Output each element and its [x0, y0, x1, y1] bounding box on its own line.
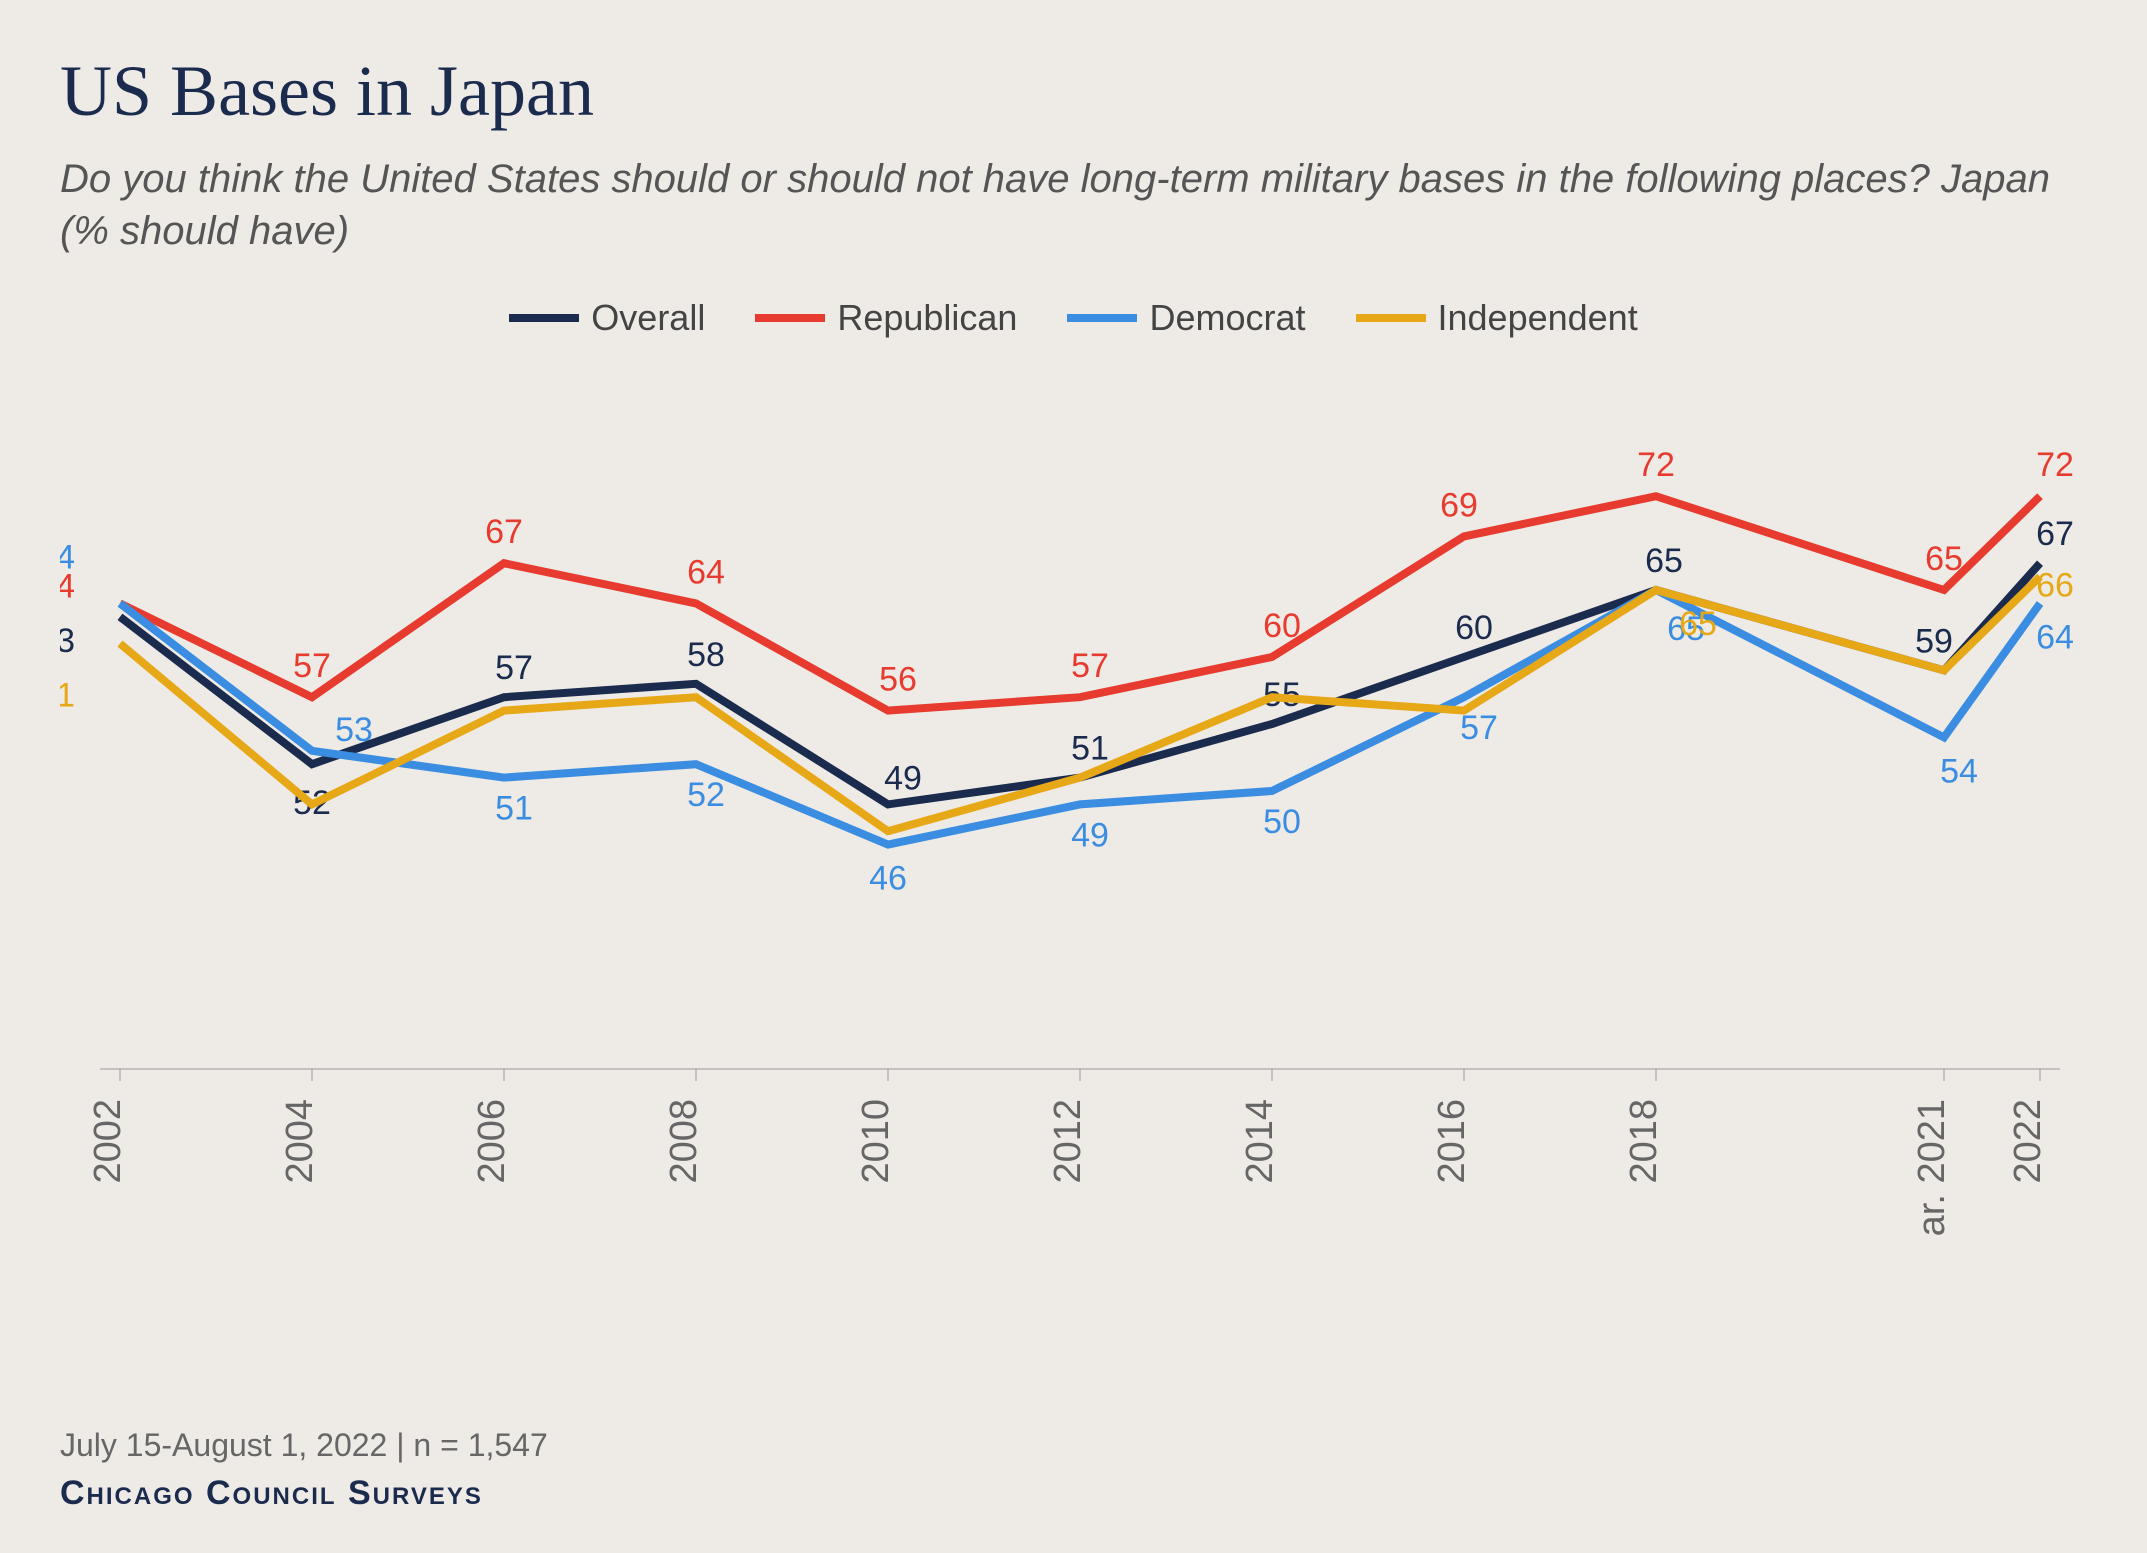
chart-footer: July 15-August 1, 2022 | n = 1,547 Chica…: [60, 1427, 548, 1513]
svg-text:72: 72: [2036, 446, 2074, 484]
svg-text:2018: 2018: [1623, 1099, 1665, 1184]
svg-text:57: 57: [293, 647, 331, 685]
svg-text:51: 51: [495, 790, 533, 828]
svg-text:2010: 2010: [855, 1099, 897, 1184]
svg-text:2014: 2014: [1239, 1099, 1281, 1184]
legend-item: Independent: [1356, 297, 1638, 339]
svg-text:65: 65: [1679, 605, 1717, 643]
svg-text:56: 56: [879, 661, 917, 699]
svg-text:72: 72: [1637, 446, 1675, 484]
legend-label: Republican: [837, 297, 1017, 339]
svg-text:65: 65: [1645, 542, 1683, 580]
svg-text:57: 57: [1071, 647, 1109, 685]
footer-source: Chicago Council Surveys: [60, 1474, 548, 1513]
svg-text:50: 50: [1263, 803, 1301, 841]
legend-item: Republican: [755, 297, 1017, 339]
svg-text:64: 64: [60, 538, 75, 576]
svg-text:54: 54: [1940, 752, 1978, 790]
svg-text:64: 64: [687, 553, 725, 591]
svg-text:2012: 2012: [1047, 1099, 1089, 1184]
svg-text:46: 46: [869, 860, 907, 898]
svg-text:53: 53: [335, 711, 373, 749]
footer-meta: July 15-August 1, 2022 | n = 1,547: [60, 1427, 548, 1464]
svg-text:2006: 2006: [471, 1099, 513, 1184]
svg-text:63: 63: [60, 622, 75, 660]
svg-text:2004: 2004: [279, 1099, 321, 1184]
svg-text:52: 52: [687, 776, 725, 814]
legend-swatch: [509, 314, 579, 322]
legend-label: Independent: [1438, 297, 1638, 339]
legend-item: Overall: [509, 297, 705, 339]
svg-text:57: 57: [1460, 709, 1498, 747]
svg-text:67: 67: [485, 513, 523, 551]
svg-text:2002: 2002: [87, 1099, 129, 1184]
svg-text:58: 58: [687, 636, 725, 674]
svg-text:49: 49: [1071, 816, 1109, 854]
chart-plot-area: 2002 2004 2006 2008 2010 2012 2014 2016 2018 Mar.…: [60, 359, 2087, 1239]
legend: Overall Republican Democrat Independent: [60, 297, 2087, 339]
svg-text:60: 60: [1263, 607, 1301, 645]
svg-text:64: 64: [2036, 618, 2074, 656]
svg-text:2016: 2016: [1431, 1099, 1473, 1184]
line-chart-svg: 2002 2004 2006 2008 2010 2012 2014 2016 2018 Mar.…: [60, 359, 2087, 1239]
svg-text:69: 69: [1440, 486, 1478, 524]
chart-subtitle: Do you think the United States should or…: [60, 153, 2087, 257]
svg-text:Mar. 2021: Mar. 2021: [1911, 1099, 1953, 1239]
chart-title: US Bases in Japan: [60, 50, 2087, 133]
legend-label: Overall: [591, 297, 705, 339]
legend-item: Democrat: [1067, 297, 1305, 339]
svg-text:57: 57: [495, 649, 533, 687]
svg-text:51: 51: [1071, 730, 1109, 768]
svg-text:49: 49: [884, 759, 922, 797]
svg-text:60: 60: [1455, 609, 1493, 647]
legend-swatch: [1356, 314, 1426, 322]
legend-swatch: [1067, 314, 1137, 322]
svg-text:59: 59: [1915, 622, 1953, 660]
svg-text:67: 67: [2036, 515, 2074, 553]
svg-text:65: 65: [1925, 540, 1963, 578]
svg-text:2022: 2022: [2007, 1099, 2049, 1184]
legend-label: Democrat: [1149, 297, 1305, 339]
svg-text:61: 61: [60, 677, 75, 715]
svg-text:66: 66: [2036, 567, 2074, 605]
svg-text:2008: 2008: [663, 1099, 705, 1184]
legend-swatch: [755, 314, 825, 322]
